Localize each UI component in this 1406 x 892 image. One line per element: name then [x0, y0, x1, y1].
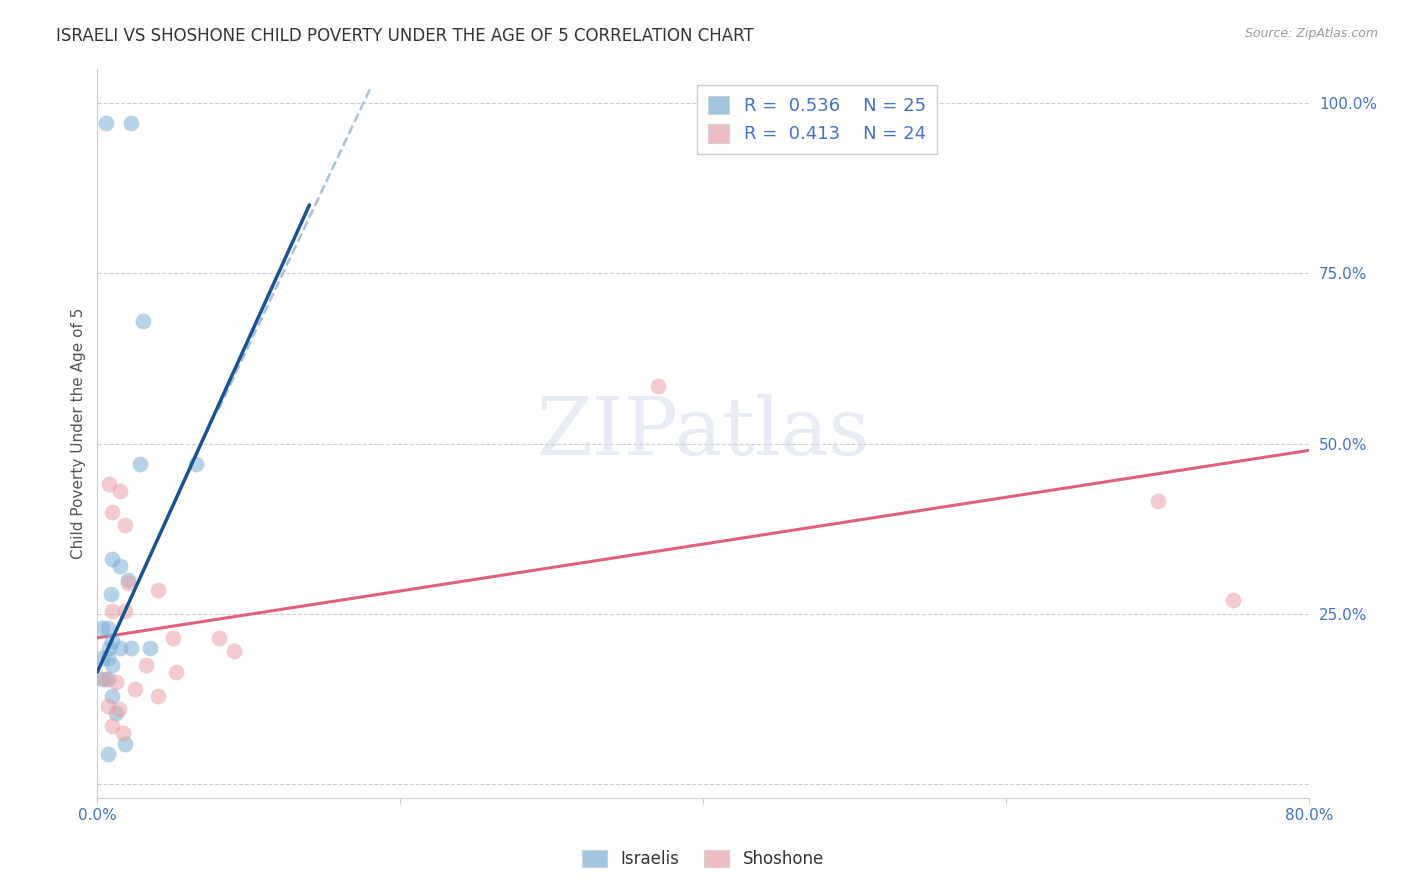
- Point: [120, 641, 142, 656]
- Point: [108, 559, 131, 574]
- Point: [107, 702, 129, 716]
- Point: [101, 658, 124, 673]
- Point: [162, 631, 184, 645]
- Point: [124, 681, 146, 696]
- Point: [1146, 494, 1168, 508]
- Point: [98, 641, 121, 656]
- Point: [120, 116, 142, 130]
- Point: [101, 719, 124, 733]
- Point: [104, 675, 127, 690]
- Point: [90, 621, 112, 635]
- Point: [101, 689, 124, 703]
- Point: [90, 651, 112, 665]
- Point: [97, 651, 120, 665]
- Point: [117, 576, 139, 591]
- Point: [97, 621, 120, 635]
- Point: [128, 457, 150, 471]
- Text: Source: ZipAtlas.com: Source: ZipAtlas.com: [1244, 27, 1378, 40]
- Point: [647, 378, 669, 392]
- Point: [101, 552, 124, 566]
- Point: [165, 665, 187, 679]
- Point: [207, 631, 229, 645]
- Point: [100, 586, 122, 600]
- Point: [132, 314, 155, 328]
- Point: [101, 505, 124, 519]
- Point: [117, 573, 139, 587]
- Point: [101, 603, 124, 617]
- Point: [1222, 593, 1244, 607]
- Point: [104, 706, 127, 720]
- Point: [222, 644, 245, 658]
- Point: [146, 689, 169, 703]
- Point: [97, 672, 120, 686]
- Y-axis label: Child Poverty Under the Age of 5: Child Poverty Under the Age of 5: [72, 308, 86, 559]
- Text: ISRAELI VS SHOSHONE CHILD POVERTY UNDER THE AGE OF 5 CORRELATION CHART: ISRAELI VS SHOSHONE CHILD POVERTY UNDER …: [56, 27, 754, 45]
- Legend: R =  0.536    N = 25, R =  0.413    N = 24: R = 0.536 N = 25, R = 0.413 N = 24: [697, 85, 936, 154]
- Point: [114, 518, 136, 533]
- Point: [114, 737, 136, 751]
- Point: [101, 634, 124, 648]
- Point: [108, 484, 131, 499]
- Point: [184, 457, 207, 471]
- Point: [96, 116, 118, 130]
- Point: [112, 726, 135, 740]
- Point: [108, 641, 131, 656]
- Point: [146, 583, 169, 598]
- Point: [114, 603, 136, 617]
- Point: [97, 747, 120, 761]
- Legend: Israelis, Shoshone: Israelis, Shoshone: [575, 843, 831, 875]
- Point: [94, 672, 117, 686]
- Text: ZIPatlas: ZIPatlas: [537, 394, 870, 472]
- Point: [139, 641, 162, 656]
- Point: [135, 658, 157, 673]
- Point: [90, 672, 112, 686]
- Point: [97, 699, 120, 714]
- Point: [98, 477, 121, 491]
